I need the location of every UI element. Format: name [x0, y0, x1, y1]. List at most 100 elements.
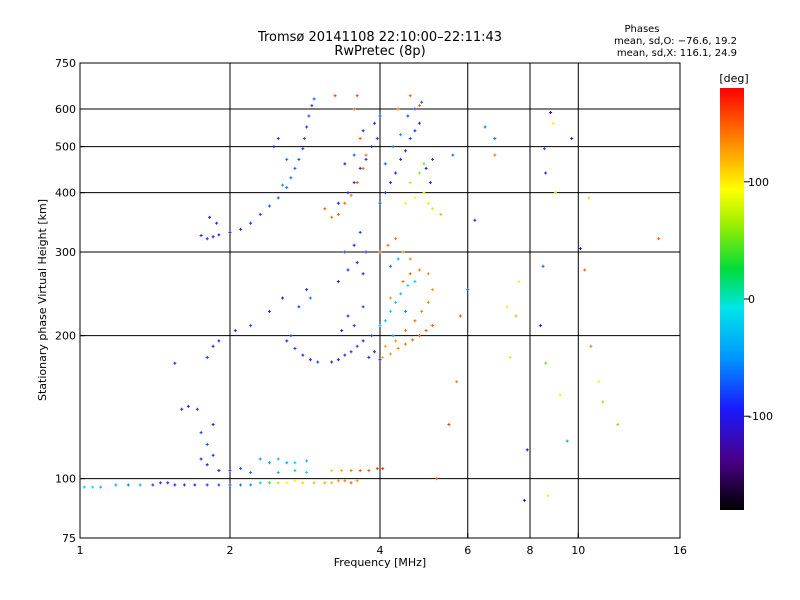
data-point: [305, 125, 309, 129]
data-point: [355, 479, 359, 483]
data-point: [403, 329, 407, 333]
data-point: [406, 114, 410, 118]
data-point: [343, 250, 347, 254]
x-tick-label: 4: [377, 544, 384, 557]
data-point: [389, 352, 393, 356]
data-point: [373, 121, 377, 125]
data-point: [549, 110, 553, 114]
data-point: [205, 463, 209, 467]
data-point: [424, 329, 428, 333]
data-point: [546, 494, 550, 498]
data-point: [375, 467, 379, 471]
y-tick-label: 600: [55, 103, 76, 116]
data-point: [364, 250, 368, 254]
data-point: [420, 100, 424, 104]
data-point: [239, 227, 243, 231]
data-point: [589, 344, 593, 348]
data-point: [276, 481, 280, 485]
data-point: [358, 137, 362, 141]
data-point: [301, 147, 305, 151]
y-tick-label: 300: [55, 246, 76, 259]
data-point: [126, 483, 130, 487]
data-point: [151, 483, 155, 487]
data-point: [426, 201, 430, 205]
data-point: [493, 153, 497, 157]
data-point: [426, 300, 430, 304]
data-point: [340, 329, 344, 333]
data-point: [293, 346, 297, 350]
data-point: [417, 171, 421, 175]
data-point: [541, 264, 545, 268]
data-point: [310, 104, 314, 108]
data-point: [302, 137, 306, 141]
x-tick-label: 16: [673, 544, 687, 557]
data-point: [517, 280, 521, 284]
data-point: [394, 171, 398, 175]
data-point: [208, 215, 212, 219]
data-point: [428, 181, 432, 185]
data-point: [417, 104, 421, 108]
chart-title-line2: RwPretec (8p): [334, 44, 425, 59]
data-point: [542, 147, 546, 151]
data-point: [389, 264, 393, 268]
colorbar-label: [deg]: [719, 72, 748, 85]
data-point: [289, 176, 293, 180]
data-point: [349, 469, 353, 473]
data-point: [411, 338, 415, 342]
data-point: [352, 181, 356, 185]
data-point: [217, 483, 221, 487]
data-point: [316, 360, 320, 364]
data-point: [330, 360, 334, 364]
data-point: [330, 469, 334, 473]
data-point: [258, 212, 262, 216]
data-point: [138, 483, 142, 487]
colorbar-tick-label: 100: [748, 176, 769, 189]
data-point: [389, 181, 393, 185]
data-point: [601, 400, 605, 404]
chart-title-line1: Tromsø 20141108 22:10:00–22:11:43: [257, 30, 502, 45]
data-point: [544, 171, 548, 175]
data-point: [493, 137, 497, 141]
data-point: [281, 183, 285, 187]
data-point: [249, 221, 253, 225]
data-point: [293, 461, 297, 465]
data-point: [340, 469, 344, 473]
data-point: [378, 324, 382, 328]
data-point: [205, 443, 209, 447]
data-point: [352, 107, 356, 111]
data-point: [525, 448, 529, 452]
data-point: [211, 235, 215, 239]
data-point: [293, 166, 297, 170]
data-point: [391, 145, 395, 149]
data-point: [297, 157, 301, 161]
data-point: [173, 361, 177, 365]
data-point: [406, 284, 410, 288]
data-point: [386, 243, 390, 247]
data-point: [352, 153, 356, 157]
data-point: [381, 467, 385, 471]
data-point: [383, 162, 387, 166]
data-point: [293, 469, 297, 473]
data-point: [616, 423, 620, 427]
data-point: [336, 479, 340, 483]
data-point: [361, 339, 365, 343]
data-point: [267, 204, 271, 208]
y-axis-ticks: 75 100 200 300 400 500 600 750: [55, 57, 85, 545]
data-point: [451, 153, 455, 157]
data-point: [439, 212, 443, 216]
data-point: [417, 121, 421, 125]
data-point: [431, 157, 435, 161]
data-point: [336, 358, 340, 362]
data-point: [199, 234, 203, 238]
data-point: [389, 296, 393, 300]
data-point: [505, 305, 509, 309]
data-point: [422, 162, 426, 166]
data-point: [91, 485, 95, 489]
data-point: [413, 319, 417, 323]
data-point: [349, 350, 353, 354]
data-point: [361, 166, 365, 170]
data-point: [417, 334, 421, 338]
x-axis-label: Frequency [MHz]: [334, 556, 426, 569]
data-point: [343, 353, 347, 357]
data-point: [307, 114, 311, 118]
